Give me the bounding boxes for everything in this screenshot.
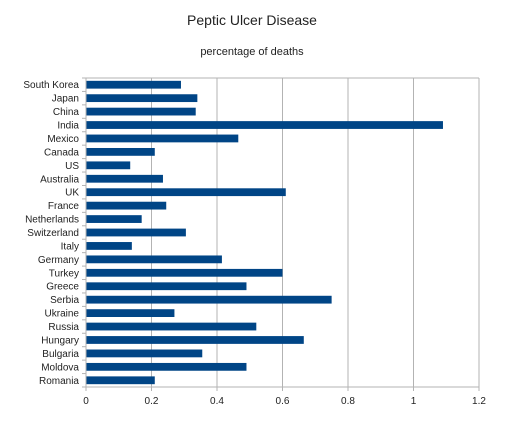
category-label: France xyxy=(48,201,80,212)
x-tick-label: 0.4 xyxy=(210,396,224,407)
bar-south-korea xyxy=(86,80,181,89)
category-label: South Korea xyxy=(23,80,79,91)
bar-netherlands xyxy=(86,215,142,223)
category-label: Australia xyxy=(40,174,79,185)
bar-italy xyxy=(86,242,132,250)
category-label: Greece xyxy=(46,282,79,293)
x-tick-label: 1.2 xyxy=(472,396,486,407)
bar-hungary xyxy=(86,336,304,344)
category-label: Japan xyxy=(52,94,79,105)
axis-layer xyxy=(82,77,480,391)
category-label: Moldova xyxy=(41,362,79,373)
bar-bulgaria xyxy=(86,349,203,358)
x-tick-label: 0.2 xyxy=(145,396,159,407)
category-label: Russia xyxy=(48,322,79,333)
category-label: Netherlands xyxy=(25,215,79,226)
bar-moldova xyxy=(86,362,247,371)
x-tick-label: 0.6 xyxy=(276,396,290,407)
bar-ukraine xyxy=(86,309,175,318)
category-label: Turkey xyxy=(49,268,79,279)
bar-switzerland xyxy=(86,228,186,237)
category-label: Serbia xyxy=(50,295,79,306)
category-label: Hungary xyxy=(41,335,79,346)
bar-mexico xyxy=(86,134,239,143)
bar-romania xyxy=(86,376,155,385)
bar-india xyxy=(86,121,443,129)
chart-subtitle: percentage of deaths xyxy=(200,46,304,58)
category-label: India xyxy=(57,121,79,132)
category-label: Germany xyxy=(38,255,79,266)
x-tick-labels: 0 0.2 0.4 0.6 0.8 1 1.2 xyxy=(83,396,486,407)
category-labels: South Korea Japan China India Mexico Canada US… xyxy=(23,80,79,387)
bar-uk xyxy=(86,188,286,197)
grid-layer xyxy=(85,78,480,387)
bar-serbia xyxy=(86,295,332,304)
category-label: Canada xyxy=(44,147,79,158)
x-tick-label: 0 xyxy=(83,396,89,407)
bar-canada xyxy=(86,147,155,156)
bar-china xyxy=(86,107,196,116)
category-label: Switzerland xyxy=(27,228,79,239)
bar-australia xyxy=(86,174,163,183)
x-tick-label: 1 xyxy=(411,396,417,407)
bar-france xyxy=(86,201,167,210)
bar-germany xyxy=(86,255,222,264)
bar-turkey xyxy=(86,268,283,277)
bar-layer xyxy=(86,80,443,385)
category-label: Italy xyxy=(61,241,79,252)
bar-us xyxy=(86,161,131,170)
category-label: UK xyxy=(65,188,79,199)
bar-russia xyxy=(86,322,257,331)
category-label: Ukraine xyxy=(45,309,80,320)
category-label: US xyxy=(65,161,79,172)
bar-greece xyxy=(86,282,247,291)
chart-title: Peptic Ulcer Disease xyxy=(187,12,317,28)
category-label: Romania xyxy=(39,376,79,387)
x-tick-label: 0.8 xyxy=(341,396,355,407)
category-label: Bulgaria xyxy=(42,349,79,360)
category-label: Mexico xyxy=(47,134,79,145)
bar-japan xyxy=(86,94,198,103)
category-label: China xyxy=(53,107,80,118)
